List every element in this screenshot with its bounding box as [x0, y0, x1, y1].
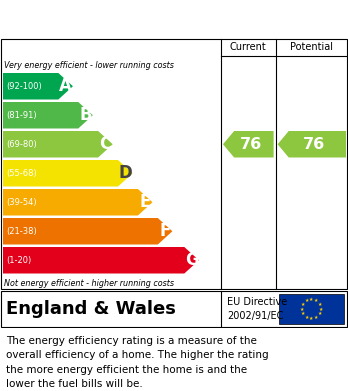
Text: England & Wales: England & Wales [6, 300, 176, 318]
Text: ★: ★ [304, 298, 309, 303]
Polygon shape [3, 218, 172, 244]
Text: Very energy efficient - lower running costs: Very energy efficient - lower running co… [4, 61, 174, 70]
Text: ★: ★ [319, 307, 323, 312]
Text: ★: ★ [301, 311, 305, 316]
Text: ★: ★ [317, 302, 322, 307]
Polygon shape [3, 247, 199, 273]
Text: ★: ★ [309, 297, 314, 302]
Text: ★: ★ [309, 316, 314, 321]
Text: (21-38): (21-38) [6, 227, 37, 236]
Text: EU Directive
2002/91/EC: EU Directive 2002/91/EC [227, 298, 287, 321]
Text: (39-54): (39-54) [6, 198, 37, 207]
Text: Current: Current [230, 43, 267, 52]
Text: ★: ★ [314, 298, 318, 303]
Text: ★: ★ [301, 302, 305, 307]
Text: C: C [99, 135, 112, 153]
Text: (81-91): (81-91) [6, 111, 37, 120]
Text: Not energy efficient - higher running costs: Not energy efficient - higher running co… [4, 278, 174, 287]
Text: B: B [79, 106, 92, 124]
Text: (1-20): (1-20) [6, 256, 31, 265]
Text: F: F [159, 222, 171, 240]
Polygon shape [3, 73, 73, 99]
Text: ★: ★ [300, 307, 304, 312]
Polygon shape [3, 131, 113, 158]
Bar [279, 294, 344, 324]
Polygon shape [3, 160, 133, 187]
Text: (55-68): (55-68) [6, 169, 37, 178]
Text: A: A [59, 77, 72, 95]
Polygon shape [223, 131, 274, 158]
Text: ★: ★ [317, 311, 322, 316]
Text: 76: 76 [303, 137, 325, 152]
Text: The energy efficiency rating is a measure of the
overall efficiency of a home. T: The energy efficiency rating is a measur… [6, 336, 269, 389]
Text: 76: 76 [239, 137, 262, 152]
Text: G: G [185, 251, 198, 269]
Text: (69-80): (69-80) [6, 140, 37, 149]
Text: E: E [140, 193, 151, 211]
Text: ★: ★ [314, 315, 318, 320]
Text: (92-100): (92-100) [6, 82, 42, 91]
Text: D: D [118, 164, 132, 182]
Polygon shape [278, 131, 346, 158]
Text: Potential: Potential [290, 43, 333, 52]
Polygon shape [3, 189, 152, 215]
Text: Energy Efficiency Rating: Energy Efficiency Rating [10, 12, 232, 27]
Text: ★: ★ [304, 315, 309, 320]
Polygon shape [3, 102, 93, 129]
